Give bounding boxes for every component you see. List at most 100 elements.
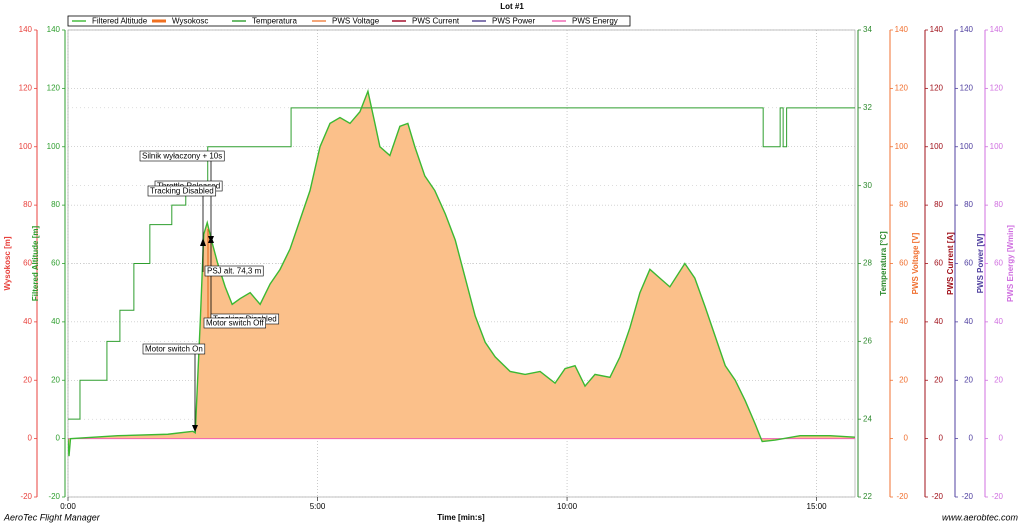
y-tick-label: 40: [994, 317, 1003, 326]
annotation-label: PSJ alt. 74,3 m: [207, 267, 262, 276]
y-tick-label: 100: [19, 142, 33, 151]
area: [68, 91, 855, 457]
marker: [208, 236, 214, 243]
legend-label: PWS Voltage: [332, 17, 380, 26]
annotation-box: [139, 150, 225, 162]
y-tick-label: 140: [47, 25, 61, 34]
y-tick-label: 40: [23, 317, 32, 326]
y-tick-label: 0: [28, 434, 33, 443]
marker: [200, 238, 206, 246]
y-tick-label: -20: [896, 492, 908, 501]
y-tick-label: -20: [20, 492, 32, 501]
y-tick-label: 40: [964, 317, 973, 326]
y-tick-label: 120: [19, 83, 33, 92]
y-tick-label: -20: [961, 492, 973, 501]
footer-right: www.aerobtec.com: [942, 512, 1019, 522]
legend-label: PWS Current: [412, 17, 460, 26]
y-tick-label: 60: [23, 259, 32, 268]
y-tick-label: 20: [994, 375, 1003, 384]
y-tick-label: 60: [51, 259, 60, 268]
marker: [192, 425, 198, 432]
y-tick-label: 0: [939, 434, 944, 443]
legend-label: Filtered Altitude: [92, 17, 148, 26]
y-tick-label: 120: [960, 83, 974, 92]
annotation: PSJ alt. 74,3 m: [204, 265, 264, 277]
y-tick-label: 80: [23, 200, 32, 209]
y-tick-label: 0: [904, 434, 909, 443]
y-tick-label: 140: [960, 25, 974, 34]
y-axis-title: Filtered Altitude [m]: [31, 226, 40, 302]
annotation-box: [142, 343, 206, 355]
y-tick-label: -20: [991, 492, 1003, 501]
annotation-box: [204, 265, 264, 277]
y-tick-label: 100: [47, 142, 61, 151]
y-tick-label: 80: [994, 200, 1003, 209]
y-tick-label: 40: [934, 317, 943, 326]
y-tick-label: -20: [48, 492, 60, 501]
y-tick-label: 22: [863, 492, 872, 501]
y-tick-label: 40: [51, 317, 60, 326]
x-tick-label: 0:00: [60, 502, 76, 511]
y-tick-label: 60: [964, 259, 973, 268]
y-tick-label: 140: [895, 25, 909, 34]
legend-box: [67, 15, 631, 27]
annotation-box: [203, 317, 266, 329]
y-tick-label: 60: [994, 259, 1003, 268]
y-tick-label: 140: [19, 25, 33, 34]
x-axis-title: Time [min:s]: [437, 513, 485, 522]
y-tick-label: 120: [930, 83, 944, 92]
y-tick-label: 120: [47, 83, 61, 92]
y-tick-label: 20: [51, 375, 60, 384]
annotation: Tracking Disabled: [147, 185, 217, 197]
y-tick-label: 80: [934, 200, 943, 209]
legend-label: PWS Energy: [572, 17, 618, 26]
annotation: Motor switch Off: [203, 317, 266, 329]
annotation-label: Motor switch On: [145, 345, 203, 354]
y-tick-label: 30: [863, 181, 872, 190]
annotation-label: Tracking Disabled: [150, 187, 214, 196]
legend-label: Wysokosc: [172, 17, 208, 26]
annotation-box: [147, 185, 217, 197]
chart-title: Lot #1: [500, 2, 524, 11]
y-tick-label: 80: [964, 200, 973, 209]
y-axis-title: PWS Energy [Wmin]: [1006, 225, 1015, 302]
y-tick-label: 80: [899, 200, 908, 209]
y-tick-label: 32: [863, 103, 872, 112]
annotation-label: Motor switch Off: [206, 319, 264, 328]
y-tick-label: 100: [930, 142, 944, 151]
annotations: Silnik wyłaczony + 10sThrottle ReleasedT…: [139, 150, 280, 432]
footer-left: AeroTec Flight Manager: [3, 512, 101, 522]
y-tick-label: 24: [863, 414, 872, 423]
y-tick-label: 26: [863, 336, 872, 345]
y-tick-label: 140: [990, 25, 1004, 34]
y-tick-label: 0: [56, 434, 61, 443]
x-tick-label: 5:00: [310, 502, 326, 511]
y-tick-label: 100: [895, 142, 909, 151]
annotation-label: Silnik wyłaczony + 10s: [142, 152, 222, 161]
y-tick-label: 40: [899, 317, 908, 326]
y-tick-label: 20: [899, 375, 908, 384]
y-tick-label: 0: [999, 434, 1004, 443]
y-axis-title: Temperatura [°C]: [879, 231, 888, 296]
x-tick-label: 10:00: [557, 502, 578, 511]
y-tick-label: 28: [863, 259, 872, 268]
y-tick-label: 120: [895, 83, 909, 92]
y-axis-title: PWS Power [W]: [976, 233, 985, 293]
annotation: Motor switch On: [142, 343, 206, 355]
y-tick-label: 80: [51, 200, 60, 209]
legend-label: Temperatura: [252, 17, 297, 26]
y-tick-label: 120: [990, 83, 1004, 92]
y-tick-label: 20: [934, 375, 943, 384]
y-tick-label: 60: [934, 259, 943, 268]
y-tick-label: 34: [863, 25, 872, 34]
y-axis-title: PWS Voltage [V]: [911, 232, 920, 294]
y-tick-label: 0: [969, 434, 974, 443]
y-tick-label: 100: [990, 142, 1004, 151]
y-tick-label: 60: [899, 259, 908, 268]
y-axis-title: PWS Current [A]: [946, 232, 955, 295]
plot: [67, 29, 856, 498]
y-tick-label: -20: [931, 492, 943, 501]
annotation: Silnik wyłaczony + 10s: [139, 150, 225, 162]
legend-label: PWS Power: [492, 17, 535, 26]
